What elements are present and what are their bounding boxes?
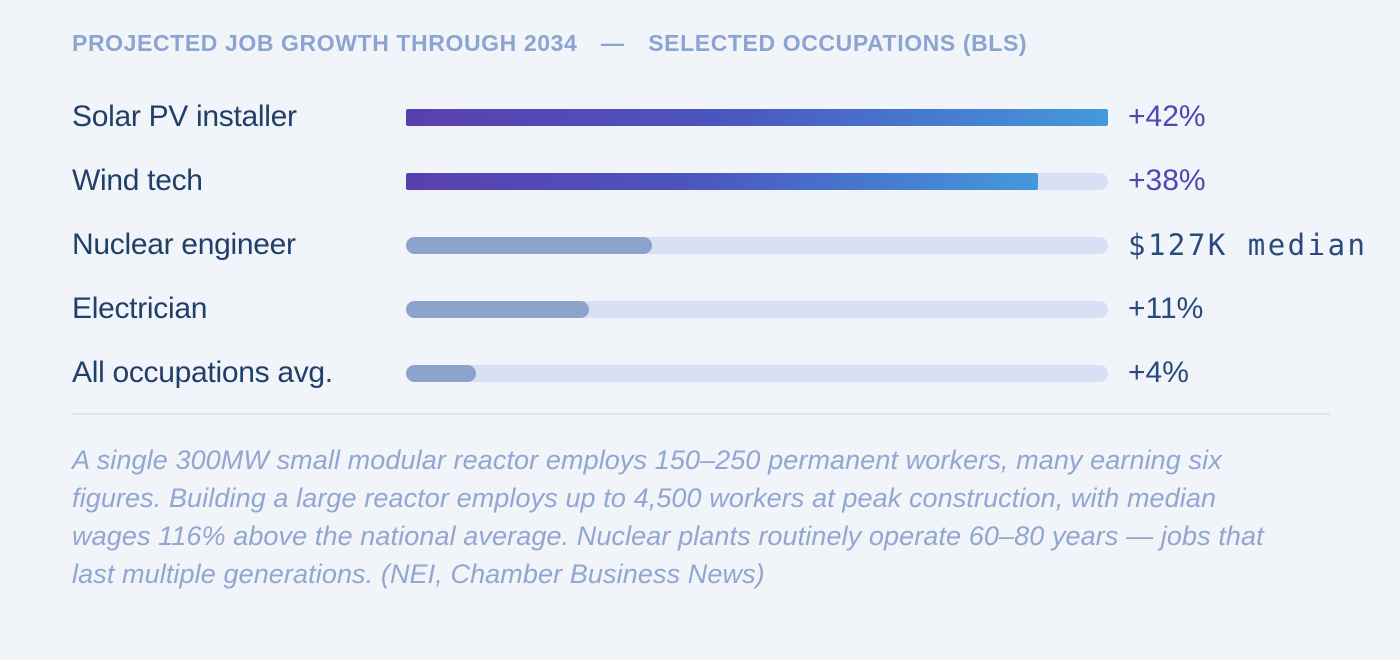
chart-row: Nuclear engineer $127K median <box>72 213 1400 277</box>
row-value: +42% <box>1128 100 1206 133</box>
chart-row: Wind tech +38% <box>72 149 1400 213</box>
row-label: Nuclear engineer <box>72 228 296 261</box>
row-label: Wind tech <box>72 164 203 197</box>
row-value: +4% <box>1128 356 1189 389</box>
chart-row: Solar PV installer +42% <box>72 85 1400 149</box>
row-value: $127K median <box>1128 228 1368 262</box>
row-label: All occupations avg. <box>72 356 333 389</box>
footnote: A single 300MW small modular reactor emp… <box>72 445 1264 589</box>
divider <box>72 413 1330 415</box>
bar-track <box>406 108 1108 126</box>
row-label: Solar PV installer <box>72 100 297 133</box>
chart-row: Electrician +11% <box>72 277 1400 341</box>
bar-fill <box>406 108 1108 126</box>
row-value: +11% <box>1128 292 1204 325</box>
bar-fill <box>406 236 652 254</box>
bar-rows: Solar PV installer +42% Wind tech +38% N… <box>72 85 1400 405</box>
bar-fill <box>406 172 1038 190</box>
row-value: +38% <box>1128 164 1206 197</box>
bar-track <box>406 300 1108 318</box>
bar-track <box>406 172 1108 190</box>
bar-track <box>406 236 1108 254</box>
chart-title: PROJECTED JOB GROWTH THROUGH 2034 — SELE… <box>72 30 1028 56</box>
bar-fill <box>406 300 589 318</box>
bar-track <box>406 364 1108 382</box>
row-label: Electrician <box>72 292 208 325</box>
chart-row: All occupations avg. +4% <box>72 341 1400 405</box>
bar-fill <box>406 364 477 382</box>
